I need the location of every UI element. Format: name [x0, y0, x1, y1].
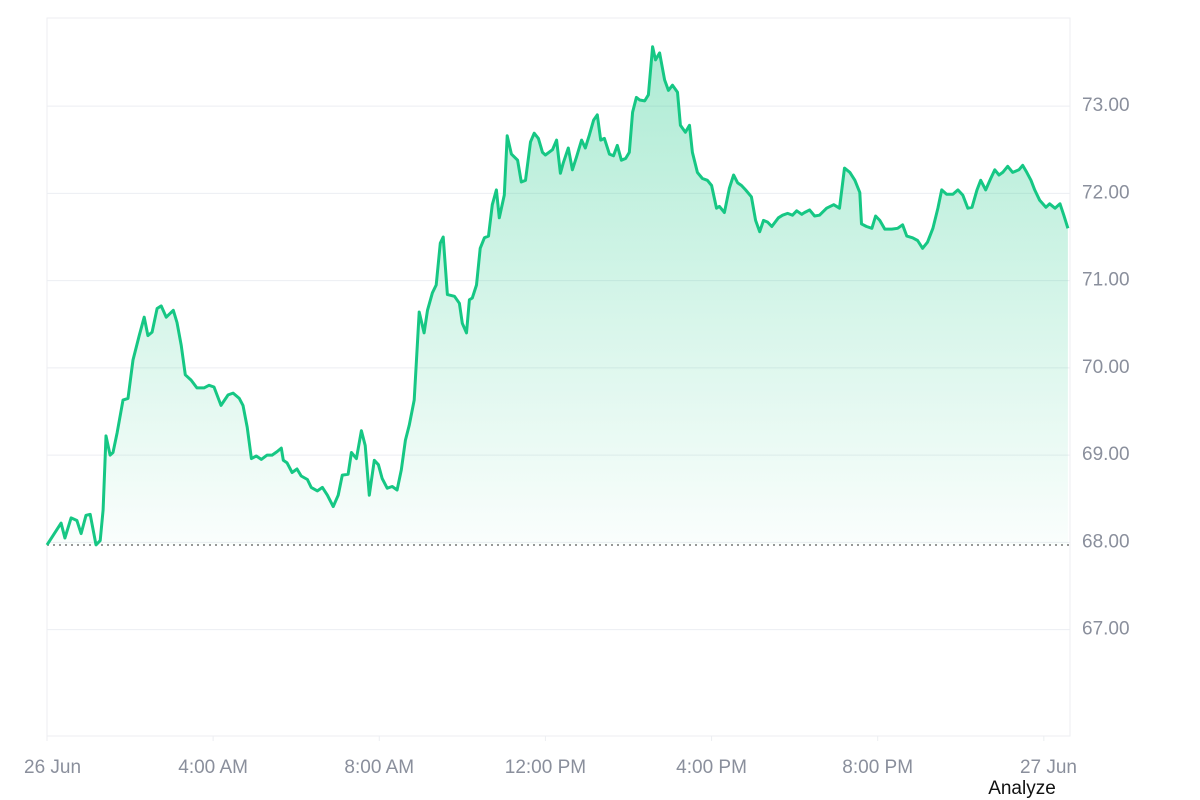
y-tick-label: 73.00	[1082, 95, 1130, 116]
plot-frame	[46, 17, 1071, 737]
price-line	[45, 45, 1070, 547]
y-tick-label: 70.00	[1082, 357, 1130, 378]
marks	[45, 45, 1070, 547]
y-tick-label: 69.00	[1082, 444, 1130, 465]
y-tick-label: 68.00	[1082, 531, 1130, 552]
x-tick-label: 4:00 PM	[676, 757, 747, 778]
y-tick-label: 72.00	[1082, 182, 1130, 203]
x-tick-label: 4:00 AM	[178, 757, 248, 778]
analyze-button[interactable]: Analyze	[988, 778, 1056, 799]
y-tick-label: 71.00	[1082, 270, 1130, 291]
x-tick-label: 26 Jun	[24, 757, 81, 778]
y-tick-label: 67.00	[1082, 619, 1130, 640]
x-tick-label: 12:00 PM	[505, 757, 586, 778]
x-tick-label: 27 Jun	[1020, 757, 1077, 778]
labels: 67.00 68.00 69.00 70.00 71.00 72.00 73.00 26 Ju…	[24, 95, 1130, 778]
x-tick-label: 8:00 PM	[842, 757, 913, 778]
x-tick-label: 8:00 AM	[344, 757, 414, 778]
price-area	[47, 46, 1068, 545]
